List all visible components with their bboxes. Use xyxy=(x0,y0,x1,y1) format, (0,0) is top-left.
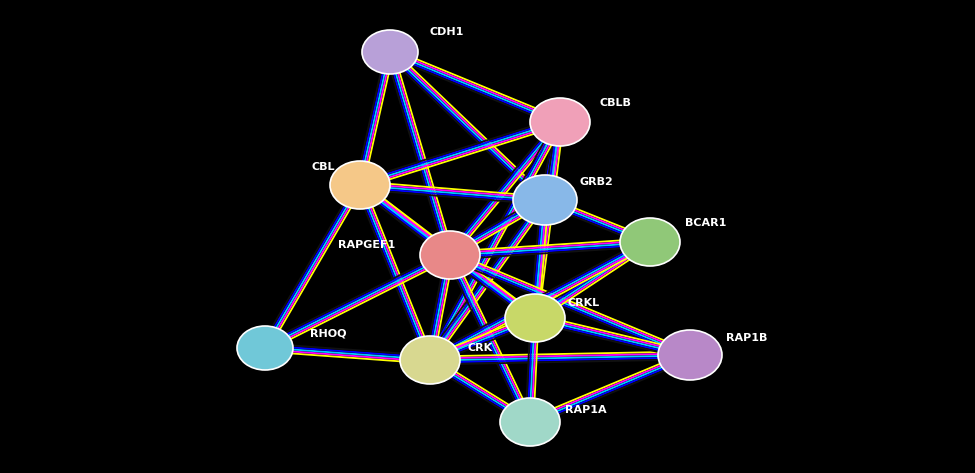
Text: RHOQ: RHOQ xyxy=(310,328,346,338)
Text: CRKL: CRKL xyxy=(568,298,601,308)
Ellipse shape xyxy=(658,330,722,380)
Text: RAPGEF1: RAPGEF1 xyxy=(337,240,395,250)
Ellipse shape xyxy=(513,175,577,225)
Text: BCAR1: BCAR1 xyxy=(685,218,726,228)
Text: GRB2: GRB2 xyxy=(580,177,613,187)
Ellipse shape xyxy=(400,336,460,384)
Text: CDH1: CDH1 xyxy=(430,27,464,37)
Ellipse shape xyxy=(530,98,590,146)
Text: CBL: CBL xyxy=(311,162,335,172)
Ellipse shape xyxy=(420,231,480,279)
Text: CBLB: CBLB xyxy=(600,98,632,108)
Text: RAP1A: RAP1A xyxy=(565,405,606,415)
Text: RAP1B: RAP1B xyxy=(726,333,767,343)
Ellipse shape xyxy=(362,30,418,74)
Ellipse shape xyxy=(500,398,560,446)
Text: CRK: CRK xyxy=(468,343,493,353)
Ellipse shape xyxy=(620,218,680,266)
Ellipse shape xyxy=(237,326,293,370)
Ellipse shape xyxy=(505,294,565,342)
Ellipse shape xyxy=(330,161,390,209)
